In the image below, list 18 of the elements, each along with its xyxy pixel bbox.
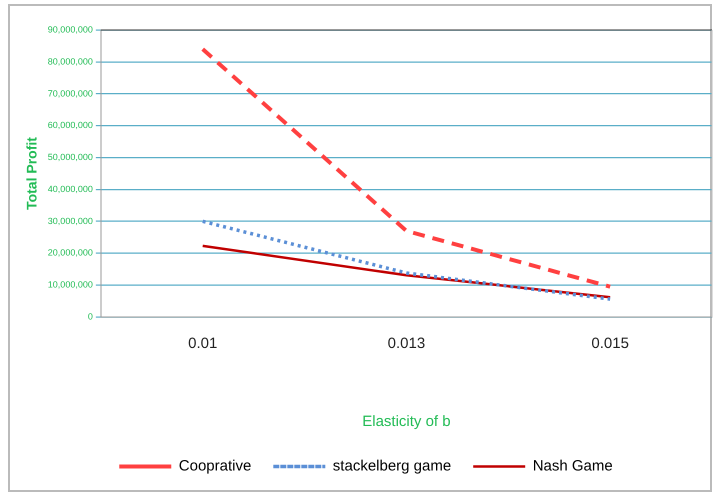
x-tick-label: 0.015 (591, 335, 629, 352)
y-axis-title: Total Profit (23, 136, 40, 210)
y-tick-label: 70,000,000 (48, 88, 93, 98)
y-tick-label: 0 (88, 311, 93, 322)
x-axis-title: Elasticity of b (362, 413, 451, 430)
x-tick-label: 0.013 (388, 335, 426, 352)
y-tick-label: 60,000,000 (48, 120, 93, 130)
y-tick-label: 30,000,000 (48, 216, 93, 226)
legend-label: Cooprative (178, 458, 252, 475)
x-tick-label: 0.01 (188, 335, 218, 352)
y-tick-label: 40,000,000 (48, 184, 93, 194)
legend-label: stackelberg game (332, 458, 452, 475)
y-tick-label: 50,000,000 (48, 152, 93, 162)
y-tick-label: 90,000,000 (48, 24, 93, 34)
y-tick-label: 20,000,000 (48, 248, 93, 258)
y-tick-label: 10,000,000 (48, 280, 93, 290)
legend-label: Nash Game (532, 458, 613, 475)
y-tick-label: 80,000,000 (48, 56, 93, 66)
